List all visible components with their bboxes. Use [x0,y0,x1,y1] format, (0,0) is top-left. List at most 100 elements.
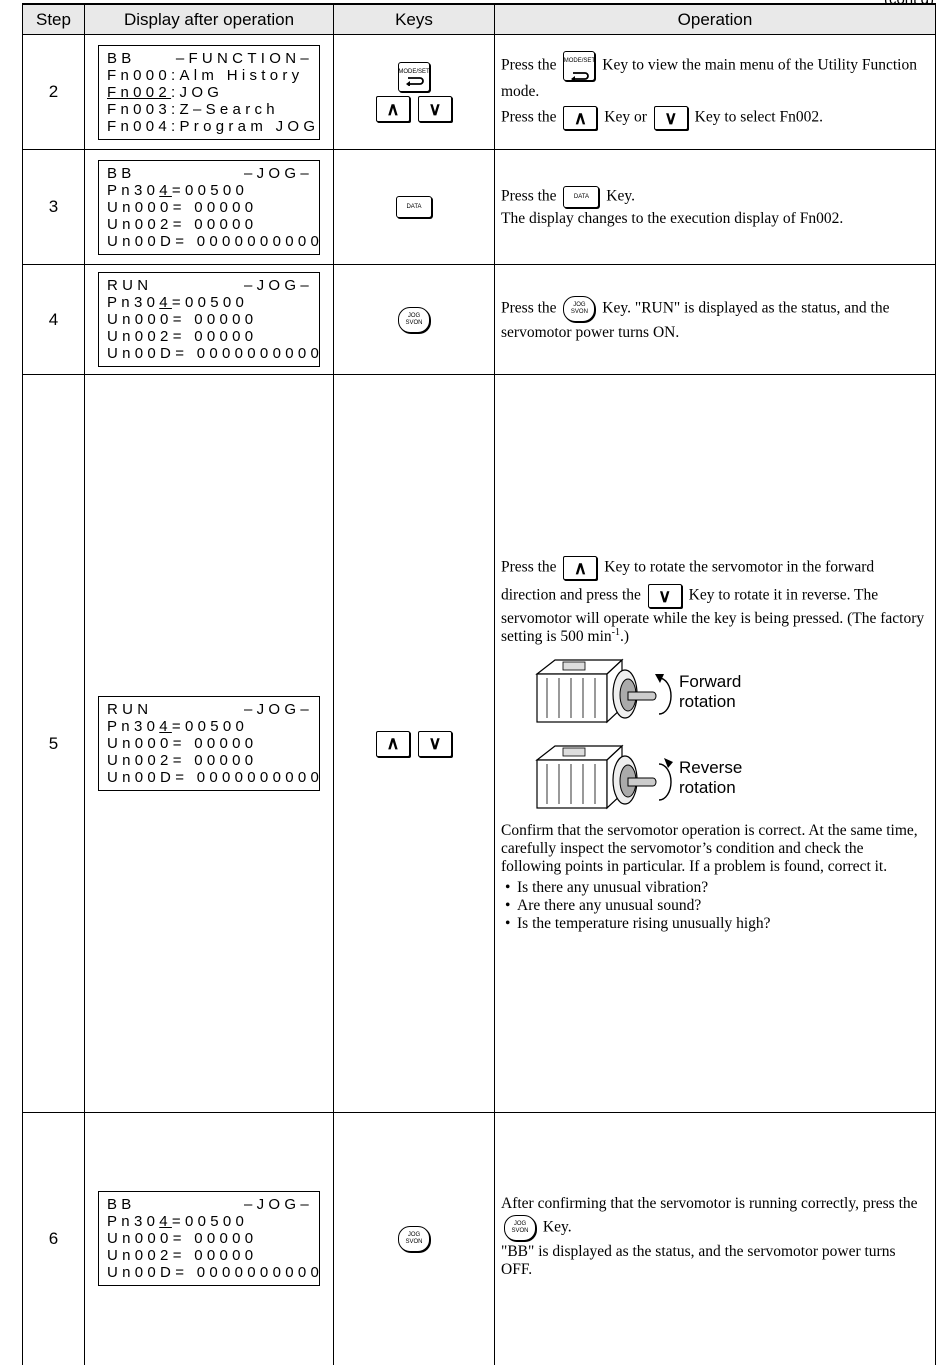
key-label: MODE/SET [398,68,430,75]
lcd-segment: Pn30 [107,181,160,199]
lcd-text: Un00D= 0000000000 [107,1264,323,1281]
lcd-text: Pn304=00500 [107,718,248,735]
lcd-segment: Un002= 00000 [107,328,258,345]
caption-line: Reverse [679,758,743,777]
lcd-segment: Un002= 00000 [107,1247,258,1265]
lcd-cursor-digit: 4 [159,1213,172,1231]
lcd-segment: Un000= 00000 [107,735,258,752]
key-icon: JOG SVON [398,306,430,333]
key-label: JOG [407,312,421,319]
lcd-line: Fn003:Z–Search [107,101,313,118]
lcd-segment: =00500 [171,718,249,735]
lcd-status: BB [107,164,136,182]
check-item: Are there any unusual sound? [505,897,927,915]
rotation-figure: Reverse rotation [527,738,927,818]
table-row: 3 BB –JOG– Pn304=00500 Un000= 00000 Un002= 00… [22,149,936,265]
lcd-text: Un002= 00000 [107,752,257,769]
lcd-text: Pn304=00500 [107,1213,248,1230]
operation-text: Key to rotate the servomotor in the forw… [501,558,875,604]
operation-text: The display changes to the execution dis… [501,209,844,227]
lcd-line: Pn304=00500 [107,294,313,311]
key-icon: JOG SVON [504,1215,536,1242]
operation-text: Key. [602,187,635,205]
lcd-text: Fn002:JOG [107,84,223,101]
keys-cell: JOG SVON [333,1112,495,1365]
servomotor-illustration [535,744,673,810]
lcd-line: BB –JOG– [107,1196,313,1213]
step-number: 3 [22,149,85,265]
lcd-line: Un00D= 0000000000 [107,1264,319,1281]
display-cell: RUN –JOG– Pn304=00500 Un000= 00000 Un002= 00… [84,374,334,1113]
lcd-cursor-digit: Fn002 [107,83,172,101]
keys-cell: JOG SVON [333,264,495,375]
lcd-display: BB –JOG– Pn304=00500 Un000= 00000 Un002= 000… [98,159,323,255]
lcd-line: Fn000:Alm History [107,67,313,84]
key-label: ∨ [664,108,678,128]
operation-cell: Press the DATA Key. The display changes t… [494,149,936,265]
column-header: Step [22,3,85,35]
key-label: SVON [405,1238,423,1245]
caption-line: rotation [679,778,736,797]
table-header: Step Display after operation Keys Operat… [22,3,936,35]
lcd-segment: Un002= 00000 [107,215,258,233]
lcd-segment: Un00D= 0000000000 [107,345,324,362]
keys-cell: DATA [333,149,495,265]
servomotor-illustration [535,658,672,724]
lcd-line: Un000= 00000 [107,311,313,328]
keys-cell: MODE/SET ∧ ∨ [333,34,495,150]
lcd-text: Un000= 00000 [107,735,257,752]
lcd-text: Un00D= 0000000000 [107,345,323,362]
rotation-caption: Forward rotation [679,672,741,712]
operation-text: "BB" is displayed as the status, and the… [501,1243,896,1279]
operation-text: Press the [501,187,561,205]
operation-cell: After confirming that the servomotor is … [494,1112,936,1365]
caption-line: rotation [679,692,736,711]
keys-cell: ∧ ∨ [333,374,495,1113]
check-item: Is there any unusual vibration? [505,879,927,897]
page: {"header": {"note": "(cont’d)", "columns… [0,0,937,1289]
lcd-display: RUN –JOG– Pn304=00500 Un000= 00000 Un002= 00… [98,696,320,791]
operation-cell: Press the ∧ Key to rotate the servomotor… [494,374,936,1113]
lcd-segment: Pn30 [107,718,160,735]
table-row: 6 BB –JOG– Pn304=00500 Un000= 00000 Un002= 00… [22,1112,936,1365]
operation-paragraph: Press the ∧ Key to rotate the servomotor… [501,554,927,646]
lcd-text: Un002= 00000 [107,1247,257,1264]
lcd-display: BB –JOG– Pn304=00500 Un000= 00000 Un002= 000… [98,1191,320,1287]
lcd-segment: =00500 [171,181,249,199]
rotation-figure: Forward rotation [527,652,927,732]
lcd-cursor-digit: 4 [159,294,172,311]
key-row: DATA [334,196,494,218]
operation-text: Key to select Fn002. [690,108,823,126]
key-icon: ∨ [647,584,682,608]
operation-text: Press the [501,299,561,317]
operation-paragraph: Confirm that the servomotor operation is… [501,822,927,876]
lcd-line: Un002= 00000 [107,216,313,233]
lcd-status: BB [107,1196,136,1214]
superscript: -1 [611,626,621,638]
lcd-line: Un002= 00000 [107,752,313,769]
operation-text: After confirming that the servomotor is … [501,1195,918,1213]
operation-paragraph: Press the ∧ Key or ∨ Key to select Fn002… [501,104,927,132]
lcd-text: Un000= 00000 [107,311,257,328]
lcd-text: Un000= 00000 [107,1230,257,1247]
display-cell: BB –FUNCTION– Fn000:Alm History Fn002:JOG Fn… [84,34,334,150]
step-number: 5 [22,374,85,1113]
operation-text: Key or [600,108,651,126]
step-number: 2 [22,34,85,150]
lcd-segment: Un000= 00000 [107,311,258,328]
key-icon: ∧ [376,730,410,757]
lcd-cursor-digit: 4 [159,181,172,199]
key-icon: JOG SVON [398,1225,430,1252]
key-icon: ∨ [418,730,452,757]
lcd-segment: Un00D= 0000000000 [107,769,324,786]
lcd-segment: Un000= 00000 [107,198,258,216]
column-header: Display after operation [84,3,334,35]
lcd-line: Un00D= 0000000000 [107,769,319,786]
key-row: JOG SVON [334,1225,494,1252]
key-icon: ∨ [418,96,452,122]
step-number: 4 [22,264,85,375]
lcd-text: Fn004:Program JOG [107,118,319,135]
lcd-text: Un00D= 0000000000 [107,233,323,250]
lcd-text: Pn304=00500 [107,182,248,199]
operation-paragraph: Press the MODE/SET Key to view the main … [501,49,927,101]
